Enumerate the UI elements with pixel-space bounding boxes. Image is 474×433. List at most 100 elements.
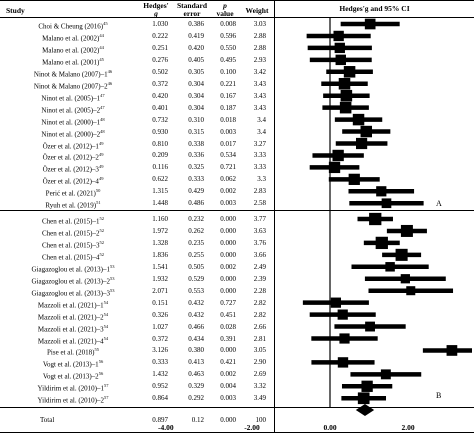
row-g: 1.432 [152, 370, 168, 379]
row-se: 0.413 [188, 358, 204, 367]
row-se: 0.292 [188, 394, 204, 403]
study-name: Giagazoglou et al. (2013)–3 [31, 289, 111, 298]
study-label: Chen et al. (2015)–252 [6, 227, 140, 237]
effect-box [355, 137, 368, 150]
row-weight: 3.03 [253, 20, 266, 28]
effect-box [400, 274, 410, 284]
study-label: Özer et al. (2012)–249 [6, 151, 140, 161]
row-g: 0.401 [152, 103, 168, 112]
row-se: 0.329 [188, 382, 204, 391]
study-ref: 55 [94, 347, 99, 353]
row-se: 0.232 [188, 215, 204, 223]
plot-left-border [274, 0, 275, 433]
row-g: 1.030 [152, 20, 168, 28]
study-ref: 54 [103, 323, 109, 329]
row-weight: 3.77 [253, 215, 266, 223]
row-p: 0.000 [220, 215, 236, 223]
study-label: Chen et al. (2015)–352 [6, 239, 140, 249]
row-g: 1.315 [152, 187, 168, 196]
row-g: 1.541 [152, 262, 168, 271]
row-se: 0.463 [188, 370, 204, 379]
row-se: 0.432 [188, 310, 204, 319]
row-p: 0.451 [220, 310, 236, 319]
study-label: Perić et al. (2021)50 [6, 187, 140, 197]
header-study: Study [6, 6, 25, 15]
total-label: Total [40, 416, 55, 424]
effect-box [375, 236, 388, 250]
study-name: Özer et al. (2012)–1 [42, 141, 99, 150]
row-g: 0.930 [152, 127, 168, 136]
study-name: Ninot & Malano (2007)–1 [33, 70, 108, 79]
study-name: Giagazoglou et al. (2013)–1 [31, 265, 111, 274]
study-ref: 49 [98, 152, 104, 158]
effect-box [400, 224, 413, 237]
row-p: 0.002 [220, 370, 236, 379]
study-label: Yildirim et al. (2010)–157 [6, 382, 140, 392]
study-label: Chen et al. (2015)–452 [6, 251, 140, 261]
row-weight: 2.88 [253, 31, 266, 40]
row-g: 1.328 [152, 238, 168, 247]
study-name: Vogt et al. (2013)–2 [42, 372, 99, 381]
header-hedges-g-line1: Hedges' [143, 1, 169, 10]
effect-box [337, 357, 349, 368]
row-weight: 3.33 [253, 151, 266, 160]
study-name: Mazzoli et al. (2021)–1 [37, 300, 104, 309]
row-g: 3.126 [152, 346, 168, 355]
row-se: 0.315 [188, 127, 204, 136]
row-g: 0.372 [152, 79, 168, 88]
study-label: Yildirim et al. (2010)–257 [6, 394, 140, 404]
x-tick-label: 2.00 [401, 423, 414, 432]
row-weight: 3.76 [253, 238, 266, 247]
row-se: 0.325 [188, 163, 204, 172]
row-g: 0.326 [152, 310, 168, 319]
effect-box [395, 248, 408, 261]
effect-box [360, 125, 373, 138]
row-se: 0.235 [188, 238, 204, 247]
row-p: 0.727 [220, 298, 236, 307]
study-name: Vogt et al. (2013)–1 [42, 360, 99, 369]
row-weight: 2.58 [253, 199, 266, 208]
row-weight: 3.66 [253, 250, 266, 259]
row-weight: 3.43 [253, 79, 266, 88]
study-name: Yildirim et al. (2010)–1 [37, 384, 105, 393]
row-p: 0.167 [220, 91, 236, 100]
effect-box [328, 161, 341, 174]
total-diamond [355, 404, 375, 416]
row-se: 0.420 [188, 43, 204, 52]
study-label: Giagazoglou et al. (2013)–353 [6, 287, 140, 297]
study-ref: 56 [98, 371, 104, 377]
row-weight: 2.88 [253, 43, 266, 52]
effect-box [369, 212, 382, 226]
header-standard-error: Standard error [174, 2, 210, 18]
row-se: 0.336 [188, 151, 204, 160]
study-label: Giagazoglou et al. (2013)–253 [6, 275, 140, 285]
x-tick-label: -4.00 [158, 423, 174, 432]
row-p: 0.000 [220, 274, 236, 283]
study-label: Mazzoli et al. (2021)–254 [6, 311, 140, 321]
row-g: 1.932 [152, 274, 168, 283]
study-name: Mazzoli et al. (2021)–4 [37, 336, 104, 345]
study-ref: 47 [100, 104, 105, 110]
study-ref: 45 [99, 56, 104, 62]
row-se: 0.432 [188, 298, 204, 307]
study-name: Özer et al. (2012)–3 [42, 165, 99, 174]
effect-box [339, 333, 350, 344]
total-se: 0.12 [191, 416, 204, 424]
row-weight: 2.90 [253, 358, 266, 367]
row-weight: 3.3 [257, 175, 266, 184]
total-g: 0.897 [152, 416, 168, 424]
row-weight: 3.63 [253, 226, 266, 235]
row-p: 0.028 [220, 322, 236, 331]
row-g: 0.952 [152, 382, 168, 391]
row-g: 1.972 [152, 226, 168, 235]
header-standard-error-line2: error [183, 9, 201, 18]
row-p: 0.002 [220, 187, 236, 196]
study-label: Ninot et al. (2005)–247 [6, 104, 140, 114]
row-se: 0.505 [188, 262, 204, 271]
study-name: Özer et al. (2012)–2 [42, 153, 99, 162]
row-p: 0.018 [220, 115, 236, 124]
study-label: Ryuh et al. (2019)51 [6, 199, 140, 209]
study-ref: 57 [104, 395, 109, 401]
study-label: Özer et al. (2012)–449 [6, 175, 140, 185]
